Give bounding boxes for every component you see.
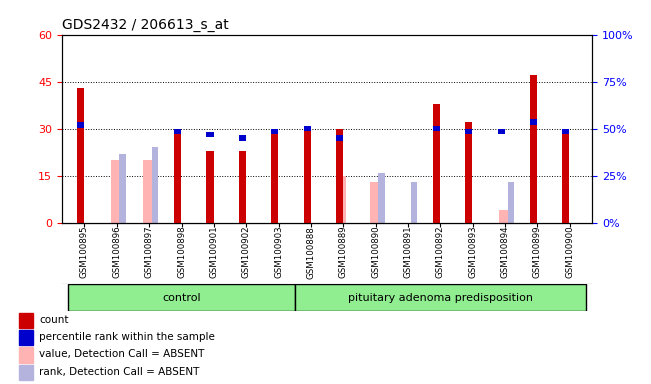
Bar — [20, 330, 33, 345]
Bar — [336, 129, 343, 223]
Bar — [497, 129, 505, 134]
Text: GSM100889: GSM100889 — [339, 226, 348, 278]
Bar — [77, 122, 84, 128]
Text: GSM100896: GSM100896 — [113, 226, 121, 278]
Text: value, Detection Call = ABSENT: value, Detection Call = ABSENT — [39, 349, 204, 359]
Text: pituitary adenoma predisposition: pituitary adenoma predisposition — [348, 293, 533, 303]
Bar — [378, 172, 385, 223]
Bar — [303, 126, 311, 223]
Text: GSM100903: GSM100903 — [274, 226, 283, 278]
Bar — [411, 182, 417, 223]
Bar — [295, 284, 586, 311]
Text: GSM100893: GSM100893 — [468, 226, 477, 278]
Bar — [174, 129, 181, 134]
Bar — [68, 284, 295, 311]
Bar — [303, 126, 311, 131]
Text: GSM100898: GSM100898 — [177, 226, 186, 278]
Text: GSM100899: GSM100899 — [533, 226, 542, 278]
Bar — [77, 88, 84, 223]
Bar — [337, 176, 346, 223]
Text: GSM100900: GSM100900 — [565, 226, 574, 278]
Text: GSM100888: GSM100888 — [307, 226, 316, 278]
Text: GSM100902: GSM100902 — [242, 226, 251, 278]
Bar — [206, 132, 214, 137]
Bar — [370, 182, 379, 223]
Bar — [20, 365, 33, 380]
Bar — [120, 154, 126, 223]
Text: GSM100895: GSM100895 — [80, 226, 89, 278]
Text: GSM100894: GSM100894 — [501, 226, 510, 278]
Bar — [20, 313, 33, 328]
Bar — [562, 129, 570, 134]
Bar — [499, 210, 508, 223]
Bar — [152, 147, 158, 223]
Bar — [20, 347, 33, 362]
Bar — [271, 129, 278, 134]
Bar — [206, 151, 214, 223]
Text: GSM100897: GSM100897 — [145, 226, 154, 278]
Text: count: count — [39, 314, 69, 325]
Bar — [239, 151, 246, 223]
Bar — [530, 75, 537, 223]
Bar — [465, 129, 473, 134]
Bar — [433, 126, 440, 131]
Bar — [111, 160, 120, 223]
Bar — [433, 104, 440, 223]
Bar — [174, 129, 181, 223]
Bar — [562, 129, 570, 223]
Bar — [508, 182, 514, 223]
Text: GSM100892: GSM100892 — [436, 226, 445, 278]
Text: GDS2432 / 206613_s_at: GDS2432 / 206613_s_at — [62, 18, 229, 32]
Bar — [239, 135, 246, 141]
Text: control: control — [162, 293, 201, 303]
Bar — [143, 160, 152, 223]
Text: percentile rank within the sample: percentile rank within the sample — [39, 332, 215, 342]
Text: rank, Detection Call = ABSENT: rank, Detection Call = ABSENT — [39, 366, 200, 377]
Bar — [271, 132, 278, 223]
Text: GSM100891: GSM100891 — [404, 226, 413, 278]
Bar — [465, 122, 473, 223]
Bar — [336, 135, 343, 141]
Text: GSM100890: GSM100890 — [371, 226, 380, 278]
Text: GSM100901: GSM100901 — [210, 226, 218, 278]
Bar — [530, 119, 537, 125]
